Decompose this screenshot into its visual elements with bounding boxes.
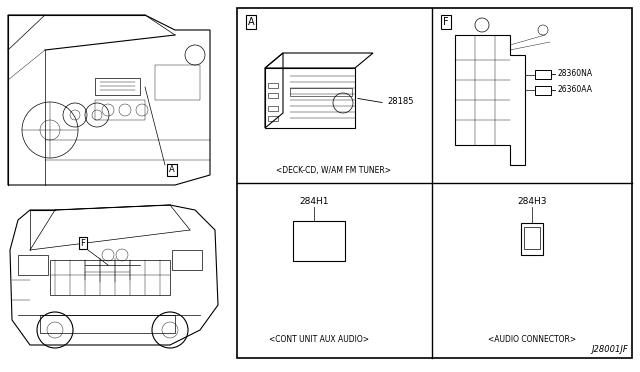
Text: A: A xyxy=(248,17,254,27)
Text: F: F xyxy=(81,238,85,247)
Bar xyxy=(237,8,632,358)
Text: A: A xyxy=(169,166,175,174)
Bar xyxy=(18,255,48,275)
Bar xyxy=(265,68,355,128)
Text: <DECK-CD, W/AM FM TUNER>: <DECK-CD, W/AM FM TUNER> xyxy=(276,167,392,176)
Bar xyxy=(95,100,145,120)
Text: 26360AA: 26360AA xyxy=(557,86,592,94)
Text: F: F xyxy=(443,17,449,27)
Bar xyxy=(155,65,200,100)
Bar xyxy=(293,221,345,261)
Text: <AUDIO CONNECTOR>: <AUDIO CONNECTOR> xyxy=(488,336,576,344)
Bar xyxy=(268,93,278,98)
Bar xyxy=(290,88,352,96)
Text: J28001JF: J28001JF xyxy=(591,345,628,354)
Bar xyxy=(535,86,551,95)
Bar xyxy=(268,116,278,121)
Bar xyxy=(535,70,551,79)
Bar xyxy=(50,260,170,295)
Text: <CONT UNIT AUX AUDIO>: <CONT UNIT AUX AUDIO> xyxy=(269,336,369,344)
Bar xyxy=(40,315,175,333)
Text: 28360NA: 28360NA xyxy=(557,70,592,78)
Bar xyxy=(268,83,278,88)
Bar xyxy=(524,227,540,249)
Bar xyxy=(172,250,202,270)
Text: 284H1: 284H1 xyxy=(300,196,329,205)
Text: 28185: 28185 xyxy=(387,96,413,106)
Bar xyxy=(521,223,543,255)
Text: 284H3: 284H3 xyxy=(517,196,547,205)
Bar xyxy=(268,106,278,111)
